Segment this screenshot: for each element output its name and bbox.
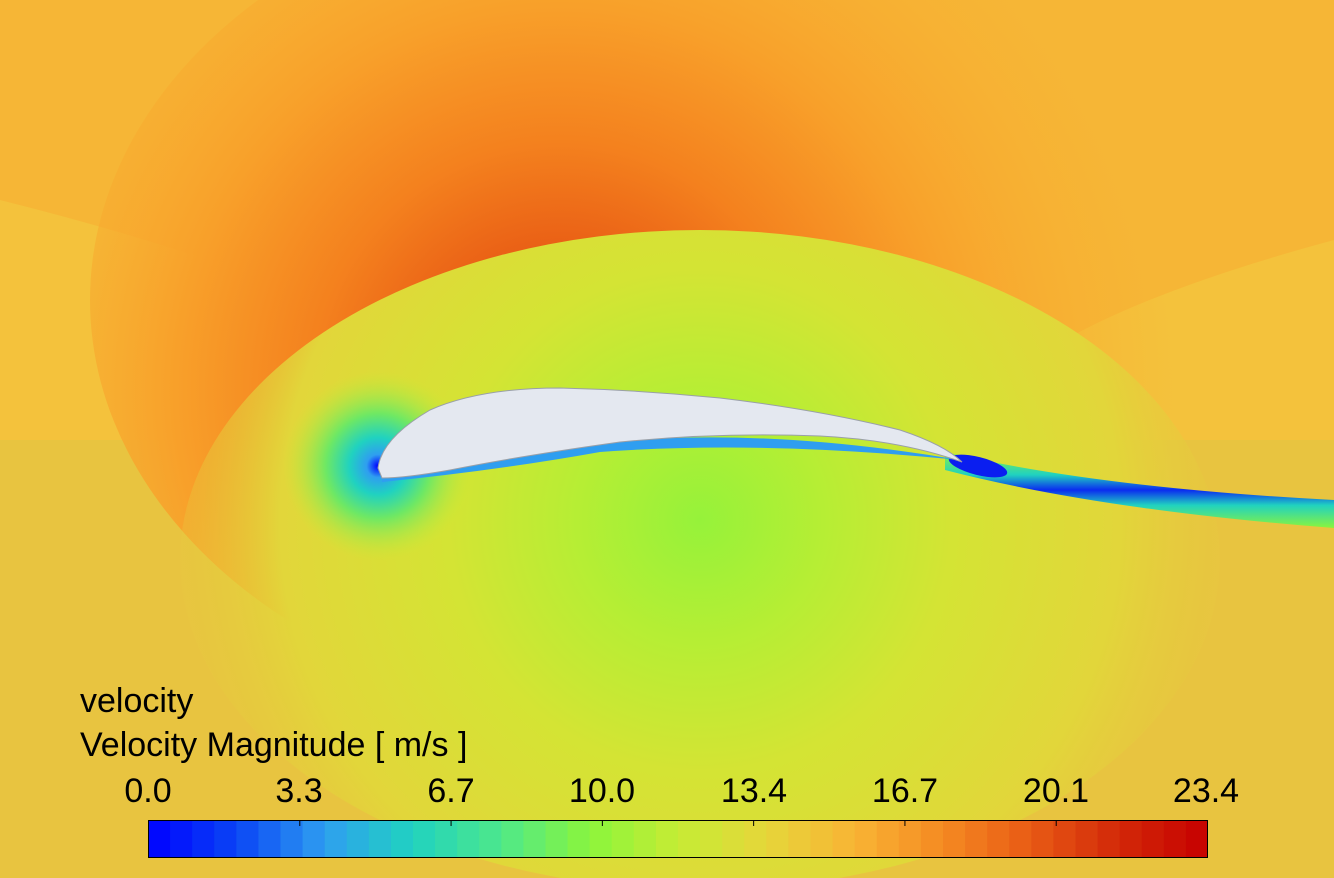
colorbar-level — [1009, 820, 1032, 858]
colorbar-level — [920, 820, 944, 858]
colorbar-level — [368, 820, 392, 858]
colorbar-level — [1053, 820, 1077, 858]
colorbar-level — [1163, 820, 1187, 858]
colorbar-level — [611, 820, 635, 858]
colorbar-tick-label: 0.0 — [124, 772, 172, 810]
colorbar-tick-label: 20.1 — [1022, 772, 1090, 810]
colorbar-level — [1185, 820, 1208, 858]
colorbar-level — [280, 820, 304, 858]
colorbar-level — [987, 820, 1010, 858]
colorbar-level — [655, 820, 679, 858]
colorbar-level — [744, 820, 767, 858]
colorbar-level — [678, 820, 701, 858]
colorbar-level — [1031, 820, 1055, 858]
airfoil — [377, 387, 963, 479]
colorbar-level — [170, 820, 193, 858]
colorbar-level — [302, 820, 326, 858]
colorbar-level — [965, 820, 988, 858]
legend-variable: Velocity Magnitude [ m/s ] — [80, 726, 468, 764]
colorbar-level — [854, 820, 878, 858]
colorbar-frame — [148, 820, 1208, 858]
colorbar-level — [876, 820, 900, 858]
colorbar-level — [722, 820, 745, 858]
colorbar-level — [898, 820, 922, 858]
colorbar-level — [324, 820, 348, 858]
colorbar-level — [1075, 820, 1099, 858]
colorbar-level — [413, 820, 436, 858]
colorbar-level — [214, 820, 237, 858]
colorbar-level — [766, 820, 790, 858]
colorbar-level — [236, 820, 260, 858]
colorbar-level — [589, 820, 613, 858]
colorbar-tick-label: 10.0 — [568, 772, 636, 810]
colorbar-level — [567, 820, 591, 858]
colorbar-level — [457, 820, 480, 858]
colorbar-level — [1141, 820, 1165, 858]
colorbar-level — [832, 820, 856, 858]
colorbar-level — [192, 820, 215, 858]
colorbar — [148, 820, 1208, 858]
colorbar-tick-label: 23.4 — [1172, 772, 1240, 810]
colorbar-level — [545, 820, 569, 858]
colorbar-level — [700, 820, 723, 858]
colorbar-tick-label: 16.7 — [871, 772, 939, 810]
colorbar-level — [523, 820, 547, 858]
colorbar-level — [390, 820, 414, 858]
colorbar-level — [1097, 820, 1121, 858]
colorbar-level — [501, 820, 525, 858]
colorbar-level — [810, 820, 834, 858]
colorbar-tick-label: 13.4 — [720, 772, 788, 810]
colorbar-level — [435, 820, 458, 858]
colorbar-level — [1119, 820, 1143, 858]
colorbar-level — [788, 820, 812, 858]
colorbar-level — [479, 820, 502, 858]
colorbar-level — [943, 820, 966, 858]
colorbar-level — [346, 820, 370, 858]
colorbar-level — [258, 820, 282, 858]
legend-name: velocity — [80, 682, 194, 720]
colorbar-tick-label: 3.3 — [275, 772, 323, 810]
colorbar-level — [633, 820, 657, 858]
colorbar-tick-label: 6.7 — [427, 772, 475, 810]
colorbar-level — [148, 820, 171, 858]
